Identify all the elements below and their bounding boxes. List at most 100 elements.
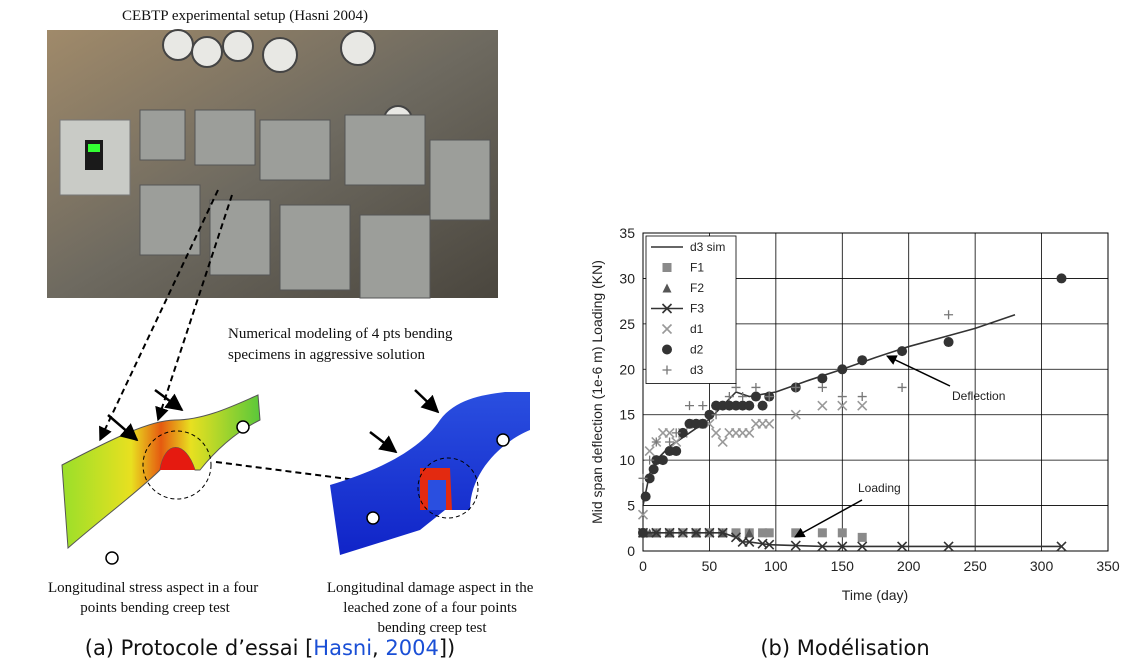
citation-link[interactable]: Hasni — [313, 636, 372, 660]
data-point — [751, 382, 761, 392]
data-point — [645, 455, 655, 465]
data-point — [837, 528, 847, 538]
data-point — [897, 541, 908, 552]
legend-box — [645, 235, 737, 384]
annotation: Deflection — [952, 389, 1005, 403]
y-tick-label: 25 — [619, 316, 635, 332]
stress-model — [61, 388, 261, 565]
data-point — [671, 446, 682, 457]
data-point — [943, 541, 954, 552]
data-point — [764, 539, 775, 550]
data-point — [651, 437, 661, 447]
damage-caption: Longitudinal damage aspect in the leache… — [327, 580, 537, 636]
data-point — [791, 382, 801, 392]
data-point — [750, 391, 761, 402]
model-note-line: specimens in aggressive solution — [228, 347, 426, 363]
data-point — [677, 527, 688, 538]
data-point — [857, 532, 867, 542]
x-tick-label: 250 — [963, 558, 987, 574]
data-point — [648, 464, 659, 475]
y-tick-label: 30 — [619, 270, 635, 286]
data-point — [744, 427, 755, 438]
legend-label: d3 — [690, 363, 704, 377]
data-point — [637, 509, 649, 520]
data-point — [744, 536, 755, 547]
data-point — [757, 400, 768, 411]
data-point — [837, 400, 848, 411]
data-point — [717, 436, 728, 448]
caption-b: (b) Modélisation — [760, 636, 929, 660]
x-tick-label: 350 — [1096, 558, 1120, 574]
data-point — [664, 527, 675, 538]
data-point — [943, 337, 954, 348]
data-point — [744, 400, 755, 411]
model-note: Numerical modeling of 4 pts bending spec… — [228, 326, 456, 363]
data-point — [711, 427, 722, 438]
data-point — [731, 382, 741, 392]
plot-frame — [642, 232, 1109, 552]
annotation-arrow — [794, 499, 863, 538]
model-note-line: Numerical modeling of 4 pts bending — [228, 326, 453, 342]
data-point — [644, 445, 655, 457]
data-point — [1056, 273, 1067, 284]
data-point — [671, 428, 681, 438]
photo — [47, 29, 498, 299]
caption-line: bending creep test — [377, 620, 487, 636]
data-point — [817, 528, 827, 538]
caption-line: leached zone of a four points — [343, 600, 517, 616]
data-point — [717, 527, 728, 538]
caption-a: (a) Protocole d’essai [Hasni, 2004]) — [85, 636, 455, 660]
y-axis-label: Mid span deflection (1e-6 m) Loading (KN… — [589, 260, 605, 524]
legend-label: d3 sim — [690, 240, 725, 254]
data-point — [764, 528, 774, 538]
x-axis-label: Time (day) — [842, 587, 908, 603]
data-point — [758, 528, 768, 538]
legend-swatch — [662, 283, 672, 293]
annotation-arrow — [886, 355, 951, 387]
legend-label: F3 — [690, 302, 704, 316]
data-point — [691, 527, 702, 538]
data-point — [897, 346, 908, 357]
legend-swatch — [661, 303, 673, 314]
data-point — [817, 382, 827, 392]
caption-line: points bending creep test — [80, 600, 230, 616]
stress-caption: Longitudinal stress aspect in a four poi… — [48, 580, 262, 616]
x-tick-label: 200 — [897, 558, 921, 574]
legend-label: d1 — [690, 322, 704, 336]
data-point — [711, 410, 721, 420]
y-tick-label: 15 — [619, 407, 635, 423]
data-point — [744, 528, 754, 538]
y-tick-label: 0 — [627, 543, 635, 559]
data-point — [640, 491, 651, 502]
x-tick-label: 300 — [1030, 558, 1054, 574]
data-point — [638, 527, 648, 538]
citation-link[interactable]: 2004 — [385, 636, 438, 660]
data-point — [944, 310, 954, 320]
legend-swatch — [662, 263, 672, 272]
damage-model — [330, 389, 530, 555]
data-point — [730, 532, 742, 543]
data-point — [857, 355, 868, 366]
y-tick-label: 5 — [627, 498, 635, 514]
annotation: Loading — [858, 481, 901, 495]
caption-line: Longitudinal damage aspect in the — [327, 580, 534, 596]
x-tick-label: 0 — [639, 558, 647, 574]
data-point — [697, 418, 708, 429]
y-tick-label: 20 — [619, 361, 635, 377]
data-point — [698, 401, 708, 411]
chart: Time (day) Mid span deflection (1e-6 m) … — [589, 225, 1120, 603]
data-point — [764, 418, 775, 429]
data-point — [857, 400, 868, 411]
legend-label: F2 — [690, 281, 704, 295]
data-point — [837, 541, 848, 552]
x-tick-label: 50 — [702, 558, 718, 574]
data-point — [857, 392, 867, 402]
data-point — [817, 373, 828, 384]
data-point — [817, 541, 828, 552]
dashed-arrows — [99, 189, 420, 494]
data-point — [638, 473, 648, 483]
data-point — [724, 392, 734, 402]
legend: d3 sim F1 F2 F3 d1 d2 d3 — [645, 235, 737, 384]
y-tick-label: 35 — [619, 225, 635, 241]
